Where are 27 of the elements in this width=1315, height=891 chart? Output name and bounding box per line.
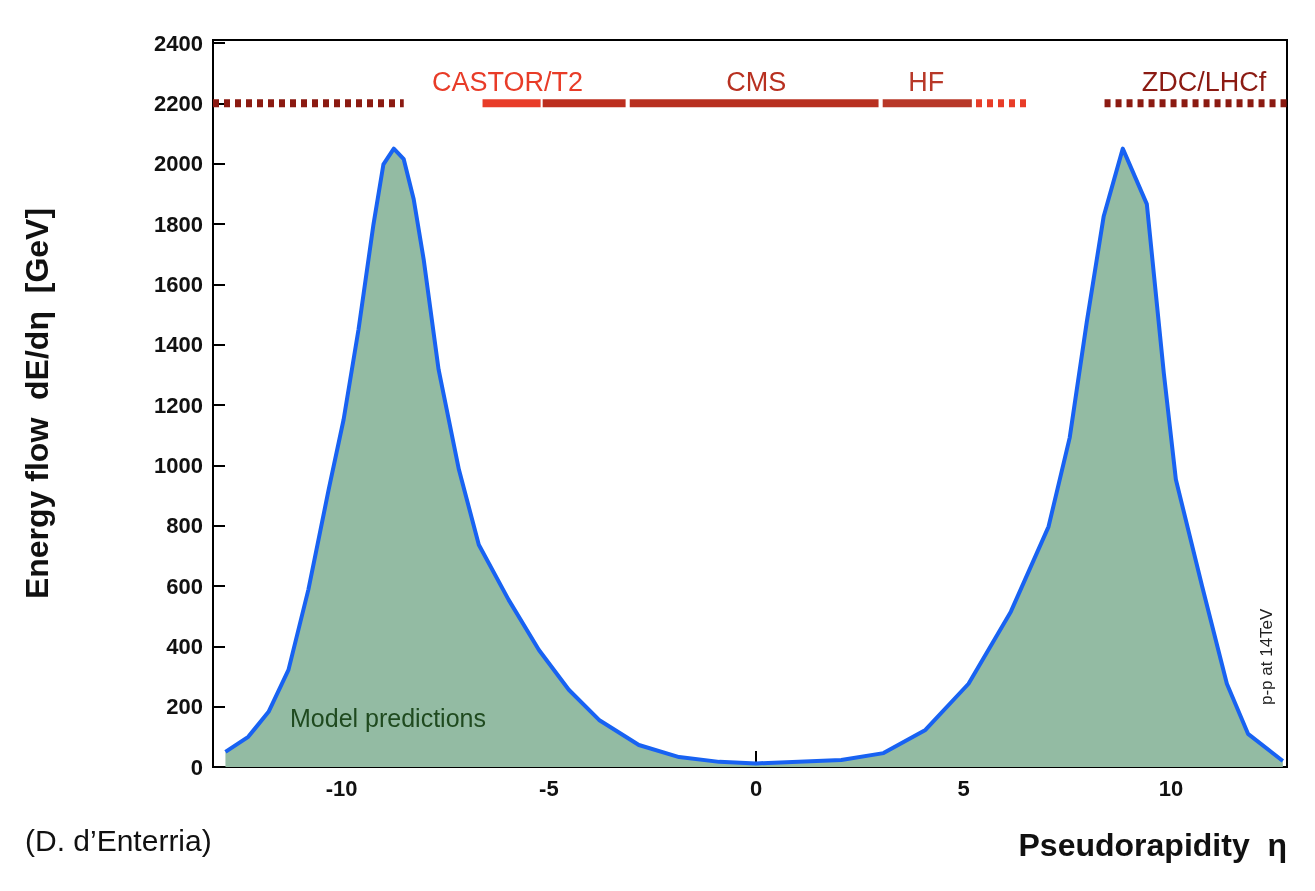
y-axis-title: Energy flow dE/dη [GeV] [19, 207, 55, 600]
y-tick-label: 1200 [154, 392, 203, 418]
y-tick-label: 2200 [154, 90, 203, 116]
y-tick-label: 800 [166, 513, 203, 539]
series-label: HF [908, 66, 945, 97]
x-tick-label: 5 [957, 775, 970, 801]
series-label: CMS [726, 66, 787, 97]
y-tick-label: 0 [190, 754, 203, 780]
y-tick-label: 600 [166, 573, 203, 599]
x-axis-title: Pseudorapidity η [1018, 827, 1287, 863]
y-tick-label: 1800 [154, 211, 203, 237]
y-tick-label: 200 [166, 694, 203, 720]
x-tick-label: -10 [325, 775, 358, 801]
y-tick-label: 400 [166, 633, 203, 659]
y-tick-label: 2000 [154, 151, 203, 177]
x-tick-label: 10 [1158, 775, 1184, 801]
annotation: Model predictions [290, 703, 486, 732]
text: (D. d’Enterria) [25, 823, 212, 857]
x-tick-label: 0 [750, 775, 763, 801]
series-label: ZDC/LHCf [1141, 66, 1267, 97]
series-label: CASTOR/T2 [431, 66, 583, 97]
y-tick-label: 1600 [154, 271, 203, 297]
annotation: p-p at 14TeV [1257, 607, 1276, 705]
y-tick-label: 1400 [154, 332, 203, 358]
y-tick-label: 1000 [154, 452, 203, 478]
y-tick-label: 2400 [154, 30, 203, 56]
x-tick-label: -5 [539, 775, 559, 801]
